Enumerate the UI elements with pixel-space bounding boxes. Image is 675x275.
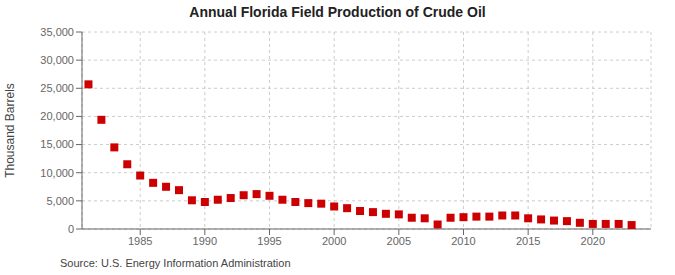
html-text:Source: U.S. Energy Informatio: Source: U.S. Energy Information Administ… — [60, 257, 291, 269]
svg-text:10,000: 10,000 — [40, 167, 74, 179]
svg-text:15,000: 15,000 — [40, 138, 74, 150]
svg-text:Thousand Barrels: Thousand Barrels — [8, 83, 17, 178]
svg-text:2010: 2010 — [451, 235, 475, 247]
svg-text:2015: 2015 — [516, 235, 540, 247]
svg-text:1985: 1985 — [128, 235, 152, 247]
svg-text:30,000: 30,000 — [40, 54, 74, 66]
svg-text:1995: 1995 — [257, 235, 281, 247]
svg-text:0: 0 — [68, 223, 74, 235]
svg-text:2000: 2000 — [322, 235, 346, 247]
svg-text:2005: 2005 — [387, 235, 411, 247]
svg-text:35,000: 35,000 — [40, 26, 74, 38]
svg-text:25,000: 25,000 — [40, 82, 74, 94]
svg-text:20,000: 20,000 — [40, 110, 74, 122]
svg-text:5,000: 5,000 — [46, 195, 74, 207]
html-text:Annual Florida Field Productio: Annual Florida Field Production of Crude… — [189, 4, 486, 20]
svg-text:2020: 2020 — [581, 235, 605, 247]
svg-text:1990: 1990 — [193, 235, 217, 247]
